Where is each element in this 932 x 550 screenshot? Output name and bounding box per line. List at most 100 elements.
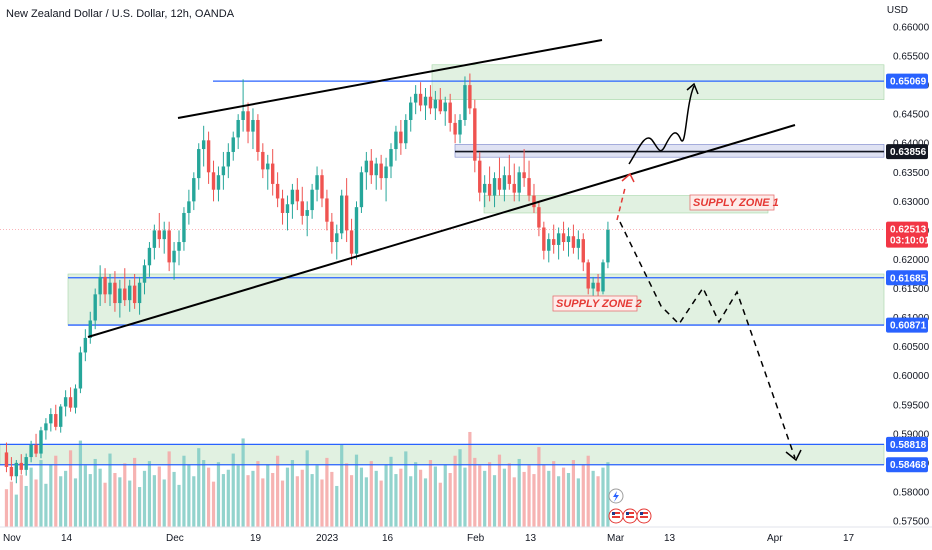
level-price-label: 0.65069 (890, 77, 927, 88)
candle-body (438, 99, 443, 112)
volume-bar (300, 469, 304, 527)
candle-body (251, 119, 255, 132)
volume-bar (98, 468, 102, 527)
candle-body (305, 210, 309, 216)
volume-bar (502, 468, 506, 527)
flag-stripe (626, 512, 634, 514)
volume-bar (162, 479, 166, 527)
current-price-label: 0.62513 (890, 225, 927, 236)
candle-body (49, 414, 53, 424)
candle-body (19, 462, 23, 470)
candle-body (157, 230, 161, 240)
volume-bar (433, 466, 437, 527)
volume-bar (39, 460, 43, 527)
volume-bar (246, 475, 250, 527)
candle-body (448, 102, 452, 123)
candle-body (187, 201, 191, 213)
volume-bar (325, 457, 329, 527)
y-tick-label: 0.58000 (893, 487, 930, 498)
flag-canton (626, 512, 629, 515)
volume-bar (29, 467, 33, 527)
volume-bar (128, 480, 132, 527)
drawings-layer (87, 39, 802, 462)
candle-body (566, 236, 571, 243)
volume-bar (566, 473, 571, 527)
candle-body (482, 183, 487, 193)
flag-stripe (640, 512, 648, 514)
volume-bar (443, 464, 447, 527)
volume-bar (428, 460, 433, 527)
volume-bar (606, 462, 610, 527)
candle-body (4, 452, 9, 467)
volume-bar (73, 478, 78, 527)
candle-body (14, 462, 19, 477)
candle-body (295, 189, 300, 202)
y-tick-label: 0.64500 (893, 110, 930, 121)
volume-bar (9, 481, 13, 527)
volume-bar (522, 471, 526, 527)
candle-body (537, 207, 541, 228)
y-tick-label: 0.59000 (893, 429, 930, 440)
volume-bar (349, 475, 354, 527)
volume-bar (571, 460, 576, 527)
candle-body (167, 230, 171, 263)
volume-bar (19, 475, 23, 527)
volume-bar (581, 464, 585, 527)
candle-body (206, 140, 211, 173)
candle-body (330, 221, 334, 243)
volume-bar (507, 463, 511, 527)
candle-body (542, 227, 546, 251)
level-price-badge (886, 270, 928, 286)
volume-bar (44, 483, 48, 527)
candle-body (98, 276, 102, 295)
volume-bar (340, 444, 344, 527)
volume-bar (54, 455, 58, 527)
volume-bar (182, 455, 186, 527)
volume-bar (438, 482, 442, 527)
currency-label: USD (886, 5, 908, 16)
y-tick-label: 0.61500 (893, 284, 930, 295)
y-tick-label: 0.60000 (893, 371, 930, 382)
volume-bar (359, 467, 364, 527)
x-tick-label: 2023 (316, 533, 339, 544)
candle-body (384, 166, 388, 179)
candle-body (58, 406, 63, 427)
candle-body (576, 239, 581, 248)
bullish-scenario-arrowhead (686, 82, 699, 95)
candle-body (340, 195, 344, 234)
candle-body (492, 178, 497, 196)
candle-body (172, 250, 176, 263)
volume-bar (586, 455, 590, 527)
candle-body (300, 201, 304, 216)
candle-body (285, 204, 290, 213)
candle-body (118, 288, 122, 304)
price-badges-layer: 0.65069 0.63856 0.61685 0.60871 0.58818 0.584… (886, 73, 930, 473)
volume-bar (497, 454, 502, 527)
candle-body (83, 337, 88, 353)
volume-bar (527, 465, 531, 527)
candle-body (142, 265, 147, 283)
volume-bar (236, 465, 240, 527)
volume-bar (542, 464, 546, 527)
candle-body (522, 172, 526, 179)
volume-bar (206, 467, 211, 527)
candle-body (517, 172, 521, 193)
volume-bar (399, 468, 403, 527)
candle-body (132, 285, 137, 304)
supply-zone-label-box (689, 194, 775, 211)
volume-bar (389, 456, 393, 527)
candle-body (532, 195, 536, 208)
channel-upper-line (177, 39, 603, 119)
volume-bar (78, 440, 83, 527)
candle-body (423, 96, 428, 106)
candle-body (315, 175, 319, 190)
lightning-glyph (613, 491, 619, 502)
volume-bar (591, 470, 595, 527)
candle-body (458, 119, 462, 135)
volume-bar (211, 481, 216, 527)
candle-body (88, 320, 92, 338)
volume-bar (261, 478, 265, 527)
candle-body (310, 189, 314, 211)
